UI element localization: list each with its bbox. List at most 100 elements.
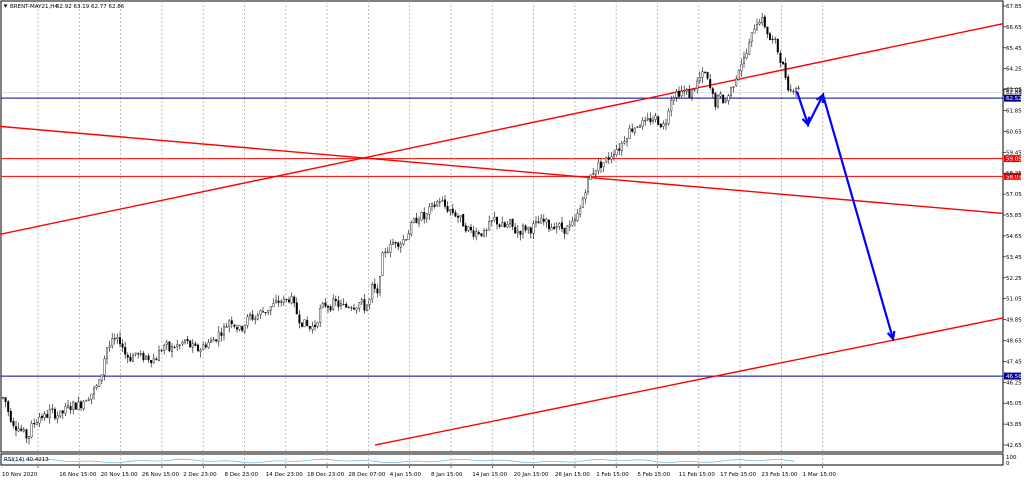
candle-body — [87, 399, 90, 401]
candle-body — [524, 225, 527, 231]
candle-body — [740, 64, 743, 72]
trendline — [0, 22, 1004, 236]
candle-body — [134, 352, 137, 355]
candle-body — [381, 252, 384, 276]
candle-body — [77, 401, 80, 410]
candle-body — [691, 89, 694, 98]
candle-body — [412, 218, 415, 223]
candle-body — [693, 89, 696, 91]
price-tick-label: 64.25 — [1006, 67, 1022, 73]
candle-body — [436, 201, 439, 207]
candle-body — [659, 123, 662, 128]
candle-body — [397, 242, 400, 247]
candle-body — [202, 344, 205, 350]
candle-body — [748, 42, 751, 55]
level-price-value: 46.56 — [1006, 374, 1022, 380]
candle-body — [446, 206, 449, 212]
candle-body — [246, 316, 249, 326]
price-tick-label: 42.65 — [1006, 443, 1022, 449]
candle-body — [4, 397, 7, 402]
candle-body — [662, 123, 665, 127]
time-tick-label: 28 Dec 07:00 — [348, 472, 385, 478]
price-tick-label: 54.65 — [1006, 234, 1022, 240]
candle-body — [576, 213, 579, 221]
candle-body — [54, 409, 57, 419]
candle-body — [532, 223, 535, 234]
time-tick-label: 17 Feb 15:00 — [720, 472, 757, 478]
time-tick-label: 26 Nov 15:00 — [142, 472, 180, 478]
candle-body — [649, 118, 652, 123]
candle-body — [238, 325, 241, 330]
candle-body — [522, 225, 525, 235]
chart-header: BRENT-MAY21,H4 62.92 63.19 62.77 62.86 — [3, 4, 125, 10]
candle-body — [105, 347, 108, 360]
candle-body — [496, 216, 499, 225]
candle-body — [472, 230, 475, 237]
candle-body — [709, 79, 712, 88]
candle-body — [280, 301, 283, 303]
candle-body — [457, 216, 460, 218]
candle-body — [776, 38, 779, 53]
candle-body — [290, 296, 293, 304]
candle-body — [207, 342, 210, 348]
candle-body — [696, 80, 699, 89]
candle-body — [753, 28, 756, 34]
price-tick-label: 43.85 — [1006, 422, 1022, 428]
candlestick-series — [2, 13, 800, 445]
time-axis: 10 Nov 2020 16 Nov 15:00 20 Nov 15:00 26 No… — [2, 466, 836, 478]
candle-body — [425, 213, 428, 219]
candle-body — [561, 222, 564, 229]
candle-body — [147, 355, 150, 361]
rsi-axis-label: 0 — [1006, 461, 1010, 467]
level-price-value: 62.52 — [1006, 96, 1022, 102]
time-tick-label: 2 Dec 23:00 — [183, 472, 217, 478]
candle-body — [438, 201, 441, 203]
candle-body — [724, 99, 727, 103]
candle-body — [66, 405, 69, 408]
candle-body — [737, 70, 740, 81]
candle-body — [589, 174, 592, 180]
candle-body — [782, 61, 785, 65]
candle-body — [251, 314, 254, 320]
candle-body — [449, 209, 452, 212]
candle-body — [587, 178, 590, 193]
candle-body — [633, 127, 636, 133]
candle-body — [248, 314, 251, 317]
candle-body — [594, 170, 597, 175]
candle-body — [607, 157, 610, 160]
price-tick-label: 48.65 — [1006, 338, 1022, 344]
candle-body — [711, 88, 714, 94]
time-tick-label: 14 Jan 15:00 — [472, 472, 507, 478]
collapse-arrow-icon[interactable] — [3, 4, 8, 8]
candle-body — [462, 214, 465, 227]
candle-body — [423, 212, 426, 220]
candle-body — [488, 221, 491, 231]
candle-body — [613, 153, 616, 157]
candle-body — [262, 311, 265, 313]
candle-body — [160, 350, 163, 352]
time-tick-label: 8 Jan 15:00 — [431, 472, 463, 478]
candle-body — [56, 415, 59, 420]
candle-body — [131, 354, 134, 362]
candle-body — [220, 332, 223, 336]
candle-body — [644, 120, 647, 122]
candle-body — [665, 123, 668, 125]
candle-body — [516, 230, 519, 233]
candle-body — [235, 327, 238, 330]
candle-body — [758, 22, 761, 25]
candle-body — [540, 217, 543, 224]
candle-body — [288, 299, 291, 303]
candle-body — [111, 338, 114, 347]
candle-body — [14, 426, 17, 431]
candle-body — [787, 76, 790, 91]
candle-body — [732, 86, 735, 88]
time-tick-label: 8 Dec 23:00 — [225, 472, 259, 478]
candle-body — [506, 224, 509, 228]
candle-body — [542, 218, 545, 222]
candle-body — [670, 100, 673, 112]
candle-body — [144, 355, 147, 360]
time-tick-label: 14 Dec 23:00 — [266, 472, 303, 478]
